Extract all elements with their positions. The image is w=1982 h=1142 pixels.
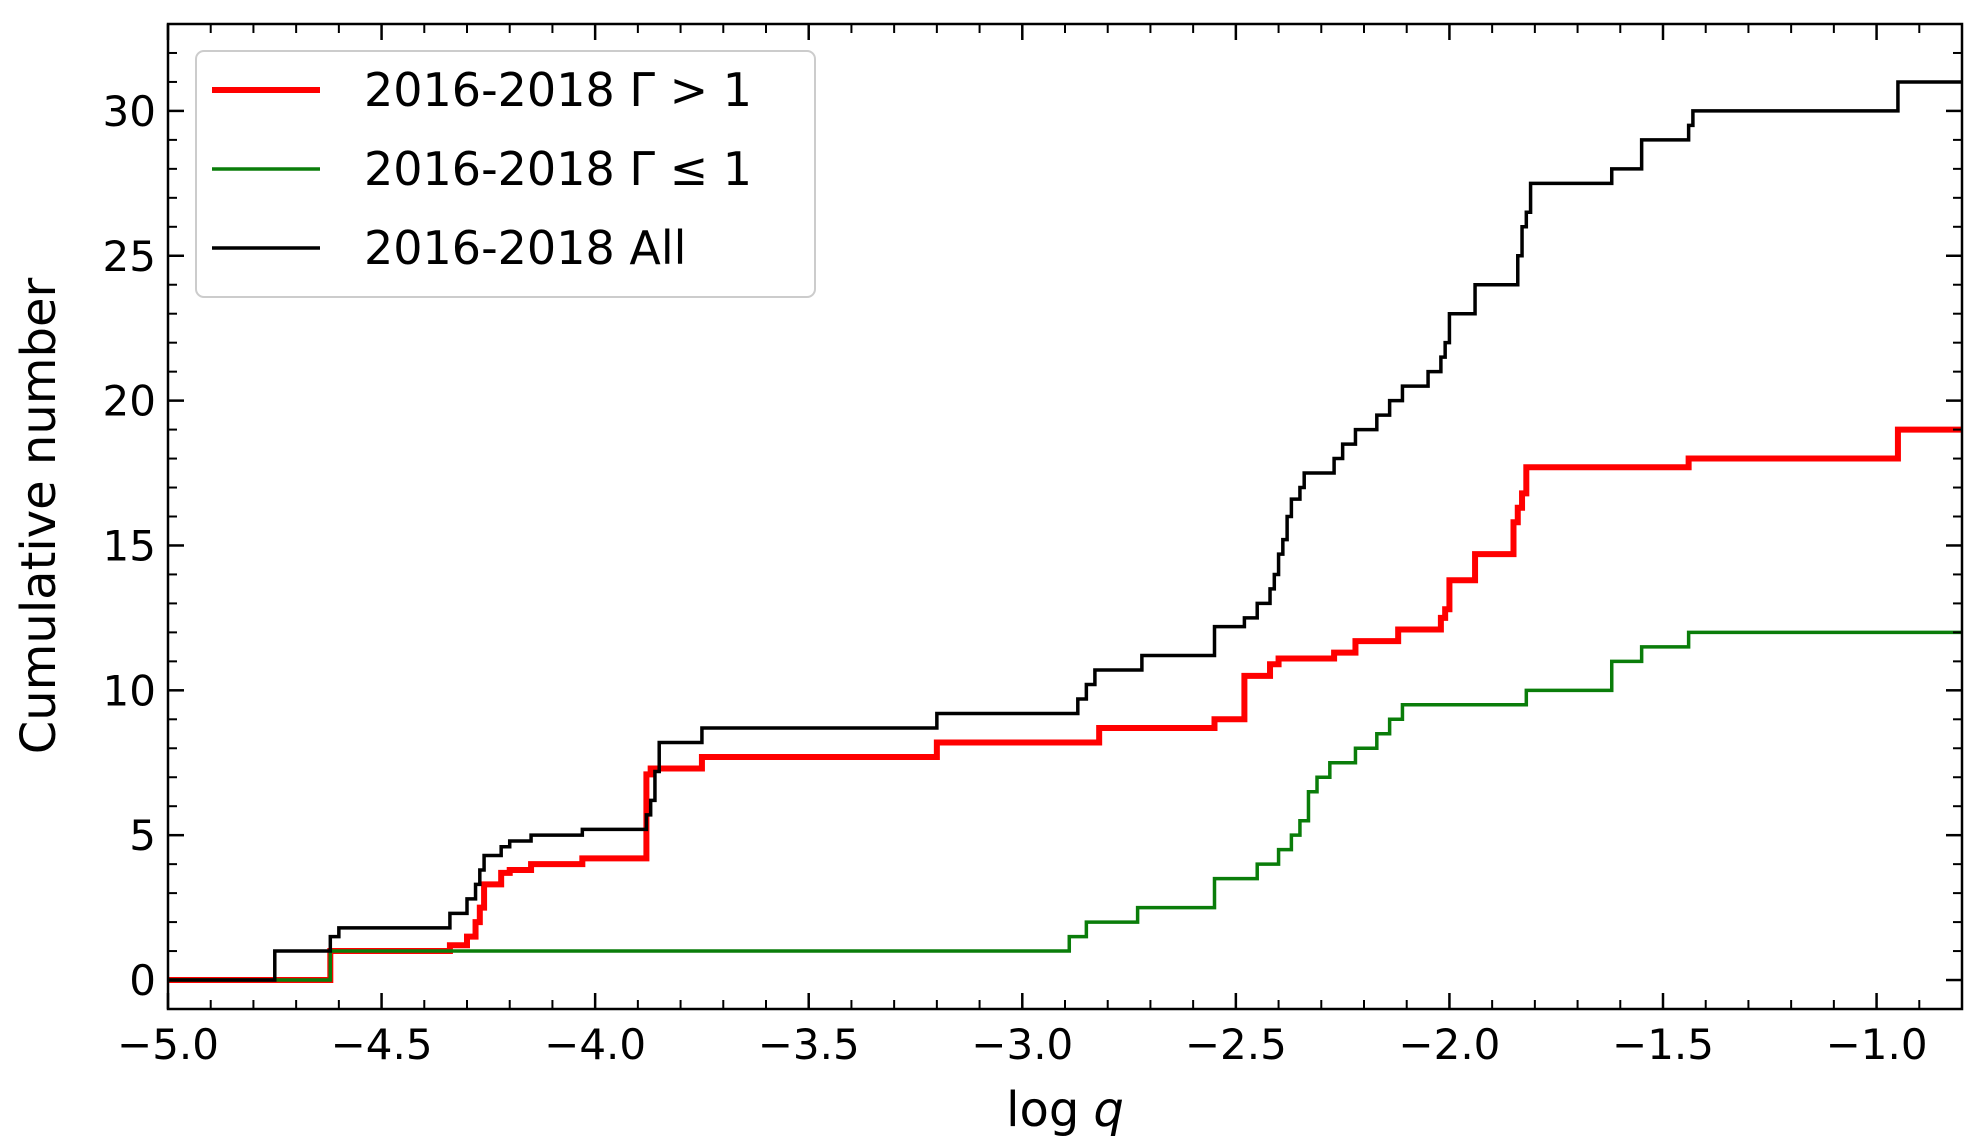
y-tick-label: 5 bbox=[129, 811, 156, 860]
series-layer bbox=[168, 80, 1962, 984]
x-axis-label: log q bbox=[1006, 1082, 1124, 1138]
legend-box bbox=[195, 50, 816, 298]
y-tick-label: 20 bbox=[103, 377, 156, 426]
y-tick-label: 0 bbox=[129, 956, 156, 1005]
series-line-3 bbox=[168, 80, 1962, 982]
legend-entries: 2016-2018 Γ > 1 2016-2018 Γ ≤ 1 2016-2018 … bbox=[212, 63, 752, 275]
x-tick-label: −1.0 bbox=[1826, 1020, 1928, 1069]
x-tick-label: −3.5 bbox=[758, 1020, 860, 1069]
y-tick-label: 10 bbox=[103, 666, 156, 715]
x-axis-label-variable: q bbox=[1093, 1082, 1123, 1138]
x-tick-label: −4.0 bbox=[544, 1020, 646, 1069]
series-line-1 bbox=[168, 426, 1962, 984]
series-line-2 bbox=[168, 630, 1962, 982]
y-tick-label: 15 bbox=[103, 521, 156, 570]
x-tick-label: −5.0 bbox=[117, 1020, 219, 1069]
y-tick-label: 30 bbox=[103, 87, 156, 136]
legend-label-2: 2016-2018 Γ ≤ 1 bbox=[364, 142, 752, 196]
legend-label-1: 2016-2018 Γ > 1 bbox=[364, 63, 752, 117]
x-tick-label: −4.5 bbox=[331, 1020, 433, 1069]
x-tick-label: −3.0 bbox=[971, 1020, 1073, 1069]
x-tick-label: −2.0 bbox=[1398, 1020, 1500, 1069]
y-tick-label: 25 bbox=[103, 232, 156, 281]
x-tick-label: −1.5 bbox=[1612, 1020, 1714, 1069]
legend-label-3: 2016-2018 All bbox=[364, 221, 686, 275]
y-axis-label: Cumulative number bbox=[11, 277, 67, 754]
x-axis-label-text: log bbox=[1006, 1082, 1079, 1138]
legend: 2016-2018 Γ > 1 2016-2018 Γ ≤ 1 2016-2018 … bbox=[195, 50, 816, 298]
ticks-layer: −5.0 −4.5 −4.0 −3.5 −3.0 −2.5 −2.0 −1.5 −1.0 0 5 10… bbox=[103, 23, 1963, 1069]
plot-area: −5.0 −4.5 −4.0 −3.5 −3.0 −2.5 −2.0 −1.5 −1.0 0 5 10… bbox=[103, 22, 1964, 1069]
x-tick-label: −2.5 bbox=[1185, 1020, 1287, 1069]
